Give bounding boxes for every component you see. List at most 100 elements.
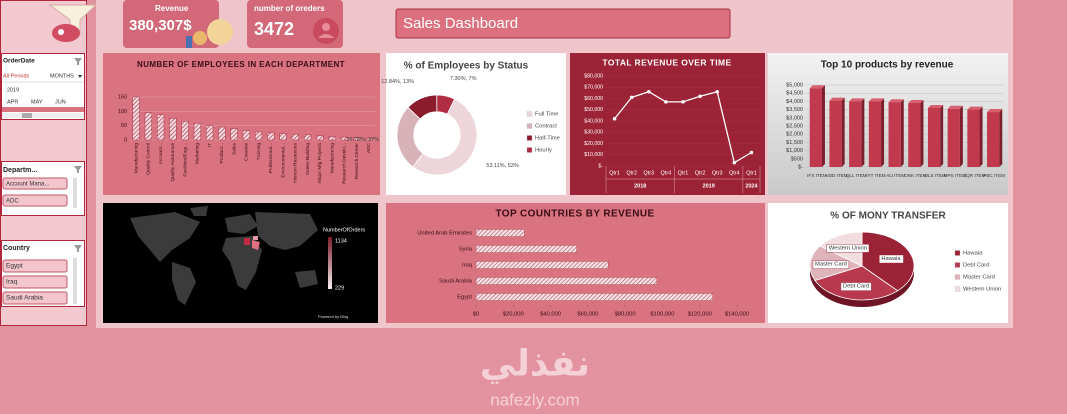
x-tick-label: Quality Assurance bbox=[170, 143, 176, 182]
bar-top bbox=[849, 98, 865, 102]
slicer-item-label[interactable]: Iraq bbox=[6, 279, 18, 286]
bar bbox=[475, 229, 525, 237]
bar-side bbox=[861, 98, 865, 167]
slicer-option[interactable]: All Periods bbox=[3, 73, 30, 79]
x-tick-label: Qtr4 bbox=[729, 170, 740, 176]
line-marker bbox=[698, 94, 702, 99]
x-tick-label: Sales bbox=[231, 142, 237, 155]
bar-side bbox=[979, 106, 983, 167]
x-tick-label: ONK ITEM bbox=[904, 173, 926, 178]
y-tick-label: 50 bbox=[121, 123, 127, 129]
bar bbox=[144, 112, 152, 141]
y-tick-label: $2,500 bbox=[786, 123, 803, 129]
bar-top bbox=[809, 85, 825, 89]
group-label: 2019 bbox=[703, 183, 715, 189]
slicer-item[interactable] bbox=[2, 177, 68, 190]
data-label: Western Union bbox=[829, 245, 867, 251]
bar bbox=[475, 277, 658, 285]
x-tick-label: Research Develo... bbox=[342, 143, 348, 184]
x-tick-label: Facilities/Engi... bbox=[182, 143, 188, 177]
legend-swatch bbox=[526, 111, 533, 117]
x-tick-label: $140,000 bbox=[725, 312, 749, 318]
slicer-item[interactable] bbox=[2, 194, 68, 207]
x-tick-label: Marketing bbox=[195, 143, 201, 164]
chart-title: TOTAL REVENUE OVER TIME bbox=[602, 57, 731, 67]
data-label: 7.30%, 7% bbox=[450, 76, 477, 82]
y-tick-label: $80,000 bbox=[584, 73, 603, 79]
y-tick-label: $500 bbox=[791, 156, 803, 162]
y-tick-label: Syria bbox=[459, 247, 473, 253]
legend-label: Hawaia bbox=[963, 251, 983, 257]
timeline-month[interactable]: MAY bbox=[31, 99, 43, 105]
slicer-item[interactable] bbox=[2, 259, 68, 273]
scrollbar[interactable] bbox=[73, 178, 77, 208]
clear-filter[interactable] bbox=[74, 166, 82, 173]
timeline-year: 2019 bbox=[7, 87, 19, 93]
timeline-scroll[interactable] bbox=[2, 113, 84, 118]
watermark-logo: نفذلي bbox=[480, 343, 590, 385]
legend-swatch bbox=[526, 135, 533, 141]
bar bbox=[181, 121, 189, 141]
x-tick-label: $80,000 bbox=[615, 312, 636, 318]
chart-title: % OF MONY TRANSFER bbox=[830, 211, 946, 222]
slicer-item[interactable] bbox=[2, 275, 68, 289]
y-tick-label: $2,000 bbox=[786, 132, 803, 138]
x-tick-label: $120,000 bbox=[688, 312, 712, 318]
y-tick-label: $4,500 bbox=[786, 91, 803, 97]
slicer-level[interactable]: MONTHS bbox=[50, 73, 74, 79]
y-tick-label: $1,500 bbox=[786, 140, 803, 146]
y-tick-label: $1,000 bbox=[786, 148, 803, 154]
bar-top bbox=[908, 100, 924, 104]
bar bbox=[987, 112, 1000, 167]
scrollbar[interactable] bbox=[73, 258, 77, 304]
slicer-item-label[interactable]: Egypt bbox=[6, 263, 23, 270]
bar bbox=[291, 134, 299, 141]
slicer-item-label[interactable]: Account Mana... bbox=[6, 182, 50, 188]
x-tick-label: ADC bbox=[366, 142, 372, 153]
timeline-bar[interactable] bbox=[2, 107, 84, 112]
y-tick-label: 100 bbox=[118, 109, 127, 115]
clear-filter[interactable] bbox=[74, 245, 82, 252]
x-tick-label: Quality Control bbox=[146, 143, 152, 175]
legend-swatch bbox=[954, 286, 961, 292]
header-box bbox=[395, 8, 731, 39]
slicer-item-label[interactable]: Saudi Arabia bbox=[6, 295, 43, 302]
chart-title: TOP COUNTRIES BY REVENUE bbox=[495, 209, 654, 220]
bar-top bbox=[868, 98, 885, 102]
bar bbox=[230, 128, 238, 141]
bar bbox=[868, 101, 882, 167]
y-tick-label: $20,000 bbox=[584, 141, 603, 147]
pie-slice bbox=[412, 98, 478, 176]
map-credit: Powered by Bing bbox=[318, 314, 348, 319]
scroll-thumb[interactable] bbox=[22, 113, 32, 118]
legend-swatch bbox=[954, 262, 961, 268]
bar bbox=[849, 101, 862, 167]
slicer-item[interactable] bbox=[2, 291, 68, 305]
clear-filter[interactable] bbox=[74, 58, 82, 65]
bar bbox=[475, 293, 714, 301]
x-tick-label: Account... bbox=[158, 143, 164, 164]
bar bbox=[132, 96, 140, 141]
legend-swatch bbox=[954, 274, 961, 280]
timeline-month[interactable]: JUN bbox=[55, 99, 66, 105]
bar-side bbox=[841, 97, 845, 167]
bar-top bbox=[987, 109, 1003, 113]
bar bbox=[475, 261, 609, 269]
bar bbox=[475, 245, 577, 253]
x-tick-label: $20,000 bbox=[503, 312, 524, 318]
dropdown-arrow[interactable] bbox=[78, 75, 82, 78]
data-label-box bbox=[812, 260, 850, 269]
kpi-label: Revenue bbox=[155, 4, 189, 13]
x-tick-label: Qtr1 bbox=[609, 170, 620, 176]
legend-label: Master Card bbox=[963, 275, 995, 281]
slicer-item-label[interactable]: ADC bbox=[6, 199, 19, 205]
x-tick-label: Qtr1 bbox=[746, 170, 757, 176]
line-marker bbox=[732, 160, 737, 165]
y-tick-label: 150 bbox=[118, 94, 127, 100]
bar-top bbox=[967, 106, 983, 110]
bar-side bbox=[920, 100, 924, 167]
y-tick-label: $4,000 bbox=[786, 99, 803, 105]
data-label-box bbox=[879, 254, 904, 264]
data-label: Master Card bbox=[815, 262, 847, 268]
timeline-month[interactable]: APR bbox=[7, 99, 18, 105]
